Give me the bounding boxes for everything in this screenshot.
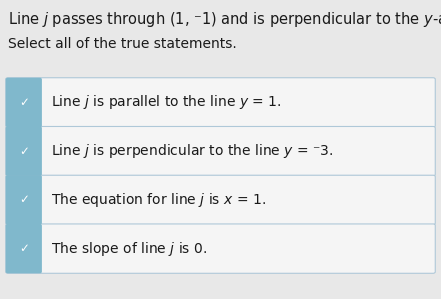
Text: ✓: ✓ bbox=[19, 145, 29, 158]
Bar bbox=[24, 128, 40, 174]
Text: ✓: ✓ bbox=[19, 242, 29, 255]
FancyBboxPatch shape bbox=[6, 224, 42, 273]
FancyBboxPatch shape bbox=[6, 78, 435, 127]
Text: ✓: ✓ bbox=[19, 193, 29, 206]
Text: Line $j$ is perpendicular to the line $y$ = ⁻3.: Line $j$ is perpendicular to the line $y… bbox=[51, 142, 333, 160]
Text: Select all of the true statements.: Select all of the true statements. bbox=[8, 37, 237, 51]
Text: The equation for line $j$ is $x$ = 1.: The equation for line $j$ is $x$ = 1. bbox=[51, 191, 265, 209]
Text: Line $j$ passes through (1, ⁻1) and is perpendicular to the $y$-axis.: Line $j$ passes through (1, ⁻1) and is p… bbox=[8, 10, 441, 30]
FancyBboxPatch shape bbox=[6, 126, 42, 176]
FancyBboxPatch shape bbox=[6, 175, 435, 225]
Text: Line $j$ is parallel to the line $y$ = 1.: Line $j$ is parallel to the line $y$ = 1… bbox=[51, 93, 281, 112]
Bar bbox=[24, 225, 40, 272]
FancyBboxPatch shape bbox=[6, 175, 42, 225]
FancyBboxPatch shape bbox=[6, 78, 42, 127]
Text: ✓: ✓ bbox=[19, 96, 29, 109]
Text: The slope of line $j$ is 0.: The slope of line $j$ is 0. bbox=[51, 239, 207, 258]
FancyBboxPatch shape bbox=[6, 224, 435, 273]
Bar bbox=[24, 177, 40, 223]
Bar bbox=[24, 79, 40, 126]
FancyBboxPatch shape bbox=[6, 126, 435, 176]
